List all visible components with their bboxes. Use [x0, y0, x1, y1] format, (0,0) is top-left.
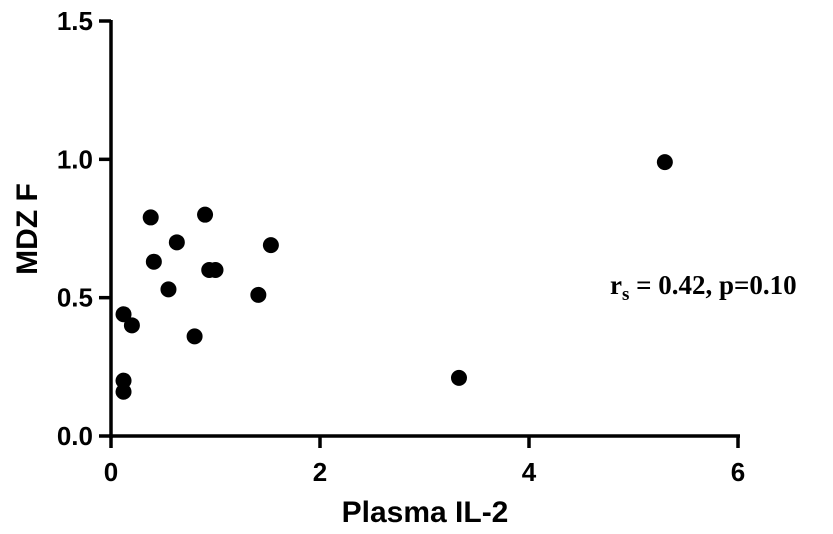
data-point [197, 206, 214, 223]
x-ticks: 0 2 4 6 [104, 436, 745, 487]
data-point [186, 328, 203, 345]
data-point [656, 154, 673, 171]
correlation-annotation: rs = 0.42, p=0.10 [610, 270, 797, 305]
data-point [207, 262, 224, 278]
data-point [250, 286, 267, 303]
axes [109, 20, 740, 438]
data-point [145, 253, 162, 270]
data-point [160, 281, 177, 298]
data-point [142, 209, 159, 226]
data-point [115, 383, 132, 400]
x-tick-label: 4 [522, 457, 537, 487]
y-tick-label: 0.5 [57, 283, 93, 313]
x-axis-title: Plasma IL-2 [342, 496, 509, 529]
annotation-text: = 0.42, p=0.10 [629, 270, 796, 300]
data-point [115, 372, 132, 389]
y-ticks: 0.0 0.5 1.0 1.5 [57, 6, 111, 451]
data-point [115, 306, 132, 323]
data-point [450, 369, 467, 386]
data-point [262, 237, 279, 254]
data-point [123, 317, 140, 334]
data-points [115, 154, 673, 400]
x-tick-label: 2 [313, 457, 327, 487]
y-tick-label: 1.0 [57, 144, 93, 174]
y-tick-label: 1.5 [57, 6, 93, 36]
x-tick-label: 0 [104, 457, 118, 487]
y-axis-title: MDZ F [11, 183, 44, 275]
y-tick-label: 0.0 [57, 421, 93, 451]
annotation-subscript: s [622, 284, 629, 305]
annotation-prefix: r [610, 270, 622, 300]
x-tick-label: 6 [731, 457, 745, 487]
data-point [168, 234, 185, 251]
